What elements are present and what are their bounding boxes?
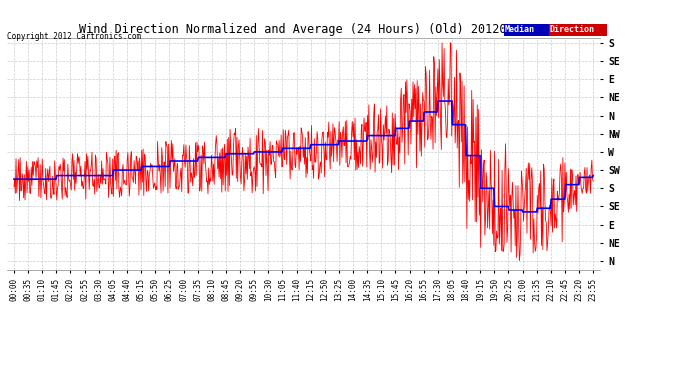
Text: Copyright 2012 Cartronics.com: Copyright 2012 Cartronics.com (7, 32, 141, 41)
Title: Wind Direction Normalized and Average (24 Hours) (Old) 20120802: Wind Direction Normalized and Average (2… (79, 23, 528, 36)
Text: Median: Median (505, 26, 535, 34)
Text: Direction: Direction (550, 26, 595, 34)
